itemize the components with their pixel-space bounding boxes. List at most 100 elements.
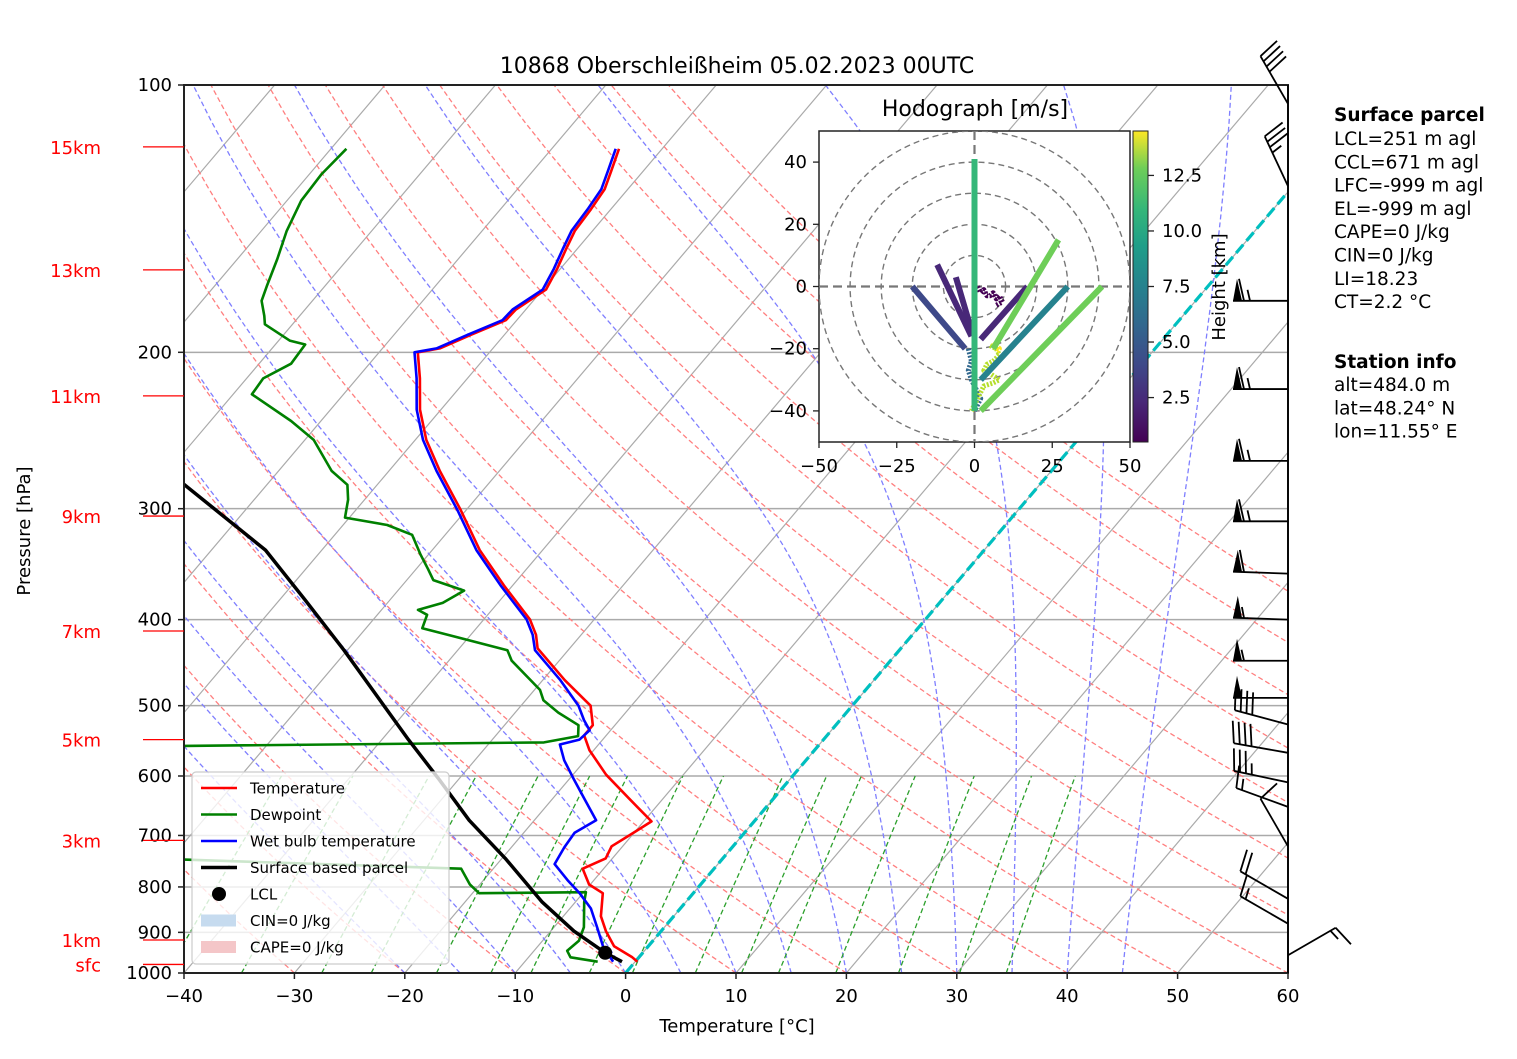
- barb-half: [1246, 449, 1251, 462]
- height-label: sfc: [75, 955, 101, 976]
- legend-label: Dewpoint: [250, 806, 321, 824]
- barb-staff: [1233, 616, 1289, 621]
- wind-barb: [1233, 438, 1288, 462]
- isotherm-line: [184, 85, 386, 323]
- x-axis-label: Temperature [°C]: [658, 1016, 814, 1037]
- barb-half: [1246, 289, 1251, 302]
- height-label: 15km: [50, 138, 101, 159]
- height-label: 1km: [62, 931, 101, 952]
- barb-full: [1239, 689, 1243, 712]
- dry-adiabat: [267, 85, 1288, 973]
- height-label: 7km: [62, 622, 101, 643]
- hodograph-x-tick-label: 25: [1041, 456, 1064, 477]
- barb-full: [1238, 499, 1245, 522]
- dry-adiabat: [381, 85, 1288, 859]
- wind-barb: [1233, 638, 1288, 662]
- barb-staff: [1239, 870, 1289, 900]
- barb-full: [1243, 722, 1247, 746]
- height-label: 3km: [62, 831, 101, 852]
- y-tick-label: 400: [138, 610, 172, 631]
- chart-title: 10868 Oberschleißheim 05.02.2023 00UTC: [500, 54, 975, 79]
- station-info-line: lat=48.24° N: [1334, 398, 1455, 419]
- series-temperature: [416, 148, 653, 963]
- moist-adiabat: [184, 614, 516, 973]
- height-label: 9km: [62, 507, 101, 528]
- zero-isotherm-line: [624, 189, 1288, 973]
- barb-flag: [1233, 367, 1242, 390]
- x-tick-label: 10: [725, 986, 748, 1007]
- legend-label: Wet bulb temperature: [250, 833, 416, 851]
- lcl-marker: [598, 945, 613, 960]
- barb-full: [1259, 40, 1278, 57]
- barb-half: [1241, 778, 1245, 791]
- barb-full: [1266, 127, 1286, 143]
- isotherm-line: [735, 321, 1288, 973]
- mixing-ratio-line: [588, 775, 684, 973]
- wind-barbs: [1231, 40, 1352, 973]
- barb-half: [1329, 930, 1339, 940]
- hodograph-trace: [975, 285, 1005, 308]
- barb-half: [1271, 145, 1282, 154]
- barb-full: [1264, 121, 1284, 138]
- wind-barb: [1239, 849, 1289, 900]
- wind-barb: [1263, 121, 1289, 187]
- barb-staff: [1259, 798, 1289, 847]
- dry-adiabat: [324, 85, 1288, 916]
- hodograph-y-tick-label: −40: [769, 401, 807, 422]
- dry-adiabat: [184, 251, 958, 973]
- legend: Temperature Dewpoint Wet bulb temperature S…: [191, 771, 450, 965]
- wind-barb: [1259, 782, 1289, 847]
- y-tick-label: 500: [138, 696, 172, 717]
- barb-full: [1239, 874, 1248, 897]
- mixing-ratio-line: [741, 775, 828, 973]
- y-tick-label: 700: [138, 825, 172, 846]
- legend-swatch-patch: [201, 914, 236, 927]
- colorbar-tick-label: 7.5: [1162, 277, 1191, 298]
- barb-full: [1239, 849, 1248, 872]
- legend-label: CIN=0 J/kg: [250, 912, 331, 930]
- height-label: 5km: [62, 731, 101, 752]
- barb-flag: [1233, 278, 1242, 301]
- moist-adiabat: [293, 85, 848, 973]
- y-tick-label: 300: [138, 499, 172, 520]
- moist-adiabat: [192, 85, 792, 973]
- legend-box: [191, 771, 450, 965]
- y-tick-label: 800: [138, 877, 172, 898]
- dry-adiabat: [439, 85, 1288, 804]
- wind-barb: [1239, 874, 1289, 925]
- moist-adiabat: [1121, 85, 1232, 973]
- legend-label: LCL: [250, 886, 278, 904]
- barb-staff: [1234, 709, 1289, 726]
- wind-barb: [1232, 748, 1289, 784]
- barb-staff: [1239, 895, 1289, 925]
- hodograph-y-tick-label: 20: [784, 214, 807, 235]
- wind-barb: [1287, 926, 1352, 957]
- mixing-ratio-line: [435, 775, 539, 973]
- isotherm-line: [956, 581, 1288, 973]
- barb-staff: [1263, 135, 1289, 187]
- isotherm-line: [184, 85, 496, 454]
- barb-flag: [1233, 438, 1242, 461]
- surface-parcel-line: LCL=251 m agl: [1334, 129, 1476, 150]
- barb-full: [1244, 852, 1254, 875]
- series-dewpoint: [184, 147, 598, 963]
- barb-full: [1233, 687, 1237, 711]
- height-labels: 15km 13km 11km 9km 7km 5km 3km 1km sfc: [50, 138, 184, 976]
- y-tick-label: 1000: [126, 963, 172, 984]
- colorbar-tick-label: 5.0: [1162, 332, 1191, 353]
- hodograph-trace: [991, 340, 1002, 354]
- y-tick-label: 100: [138, 75, 172, 96]
- surface-parcel-line: CIN=0 J/kg: [1334, 246, 1434, 267]
- wind-barb: [1233, 499, 1288, 523]
- station-info-heading: Station info: [1334, 352, 1456, 373]
- isotherm-line: [184, 85, 717, 714]
- legend-label: Surface based parcel: [250, 859, 408, 877]
- wind-barb: [1233, 687, 1289, 726]
- height-label: 11km: [50, 387, 101, 408]
- barb-full: [1259, 782, 1278, 800]
- mixing-ratio-line: [1005, 775, 1076, 973]
- barb-half: [1241, 606, 1245, 619]
- hodograph-segment: [978, 284, 1030, 342]
